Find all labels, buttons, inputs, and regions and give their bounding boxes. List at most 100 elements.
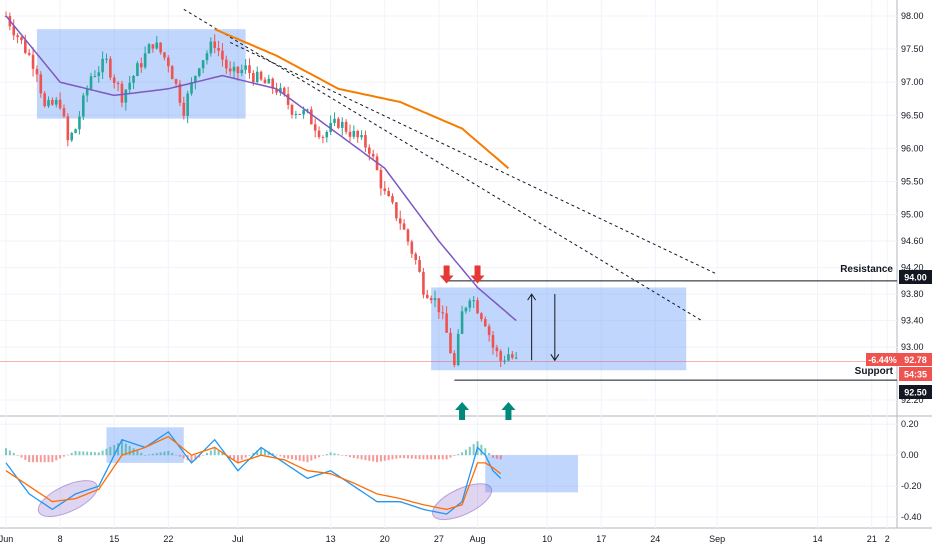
time-axis[interactable]: Jun 8 15 22 Jul 13 20 27 Aug 10 17 24 Sep 14 21 2 [0,534,890,544]
osc-histogram-bar [43,455,46,463]
candle-body [453,353,456,366]
change-badge-text: -6.44% [868,355,897,365]
signal-arrow-green-3 [501,402,516,421]
candle-body [344,121,348,132]
candle-body [39,74,43,94]
support-label: Support [855,366,894,377]
osc-histogram-bar [8,450,11,456]
candle-body [240,69,244,74]
osc-histogram-bar [499,455,502,460]
osc-histogram-bar [275,454,278,456]
osc-histogram-bar [248,455,251,456]
osc-histogram-bar [190,455,193,463]
osc-histogram-bar [372,455,375,462]
osc-histogram-bar [464,449,467,456]
osc-histogram-bar [209,450,212,456]
resistance-badge-text: 94.00 [904,273,927,283]
candle-body [460,311,464,334]
osc-histogram-bar [167,451,170,456]
candle-body [294,113,298,115]
candle-body [290,104,294,115]
candle-body [464,307,468,312]
candle-body [89,76,93,89]
candle-body [205,53,209,61]
osc-histogram-bar [260,448,263,456]
osc-histogram-bar [194,455,197,460]
candle-body [429,298,433,301]
osc-histogram-bar [105,448,108,456]
candle-body [93,76,97,78]
osc-histogram-bar [20,455,23,458]
price-tick-label-1: 97.50 [901,44,924,54]
last-price-badge [899,353,932,366]
osc-histogram-bar [364,455,367,461]
osc-histogram-bar [221,452,224,456]
osc-histogram-bar [484,448,487,456]
osc-histogram-bar [391,455,394,460]
osc-histogram-bar [418,455,421,460]
candle-body [387,191,390,197]
time-tick-label-2: 15 [109,534,119,544]
candle-body [201,60,205,69]
osc-histogram-bar [148,454,151,456]
countdown-badge [899,367,932,381]
candle-body [271,78,274,89]
osc-histogram-bar [66,454,69,456]
candle-body [236,66,240,74]
price-pane[interactable] [0,8,897,421]
candle-body [109,58,112,78]
candle-body [225,59,228,69]
osc-histogram-bar [12,452,15,456]
candle-body [194,75,197,83]
candle-body [186,93,189,116]
osc-histogram-bar [175,454,178,456]
osc-histogram-bar [333,453,336,456]
candle-body [252,73,255,83]
osc-histogram-bar [182,455,185,459]
osc-tick-label-2: -0.20 [901,481,922,491]
time-tick-label-3: 22 [163,534,173,544]
oscillator-pane[interactable] [5,427,579,527]
candle-body [213,41,217,48]
osc-histogram-bar [368,455,371,461]
price-tick-label-3: 96.50 [901,110,924,120]
candle-body [74,129,77,133]
price-tick-label-2: 97.00 [901,77,924,87]
osc-histogram-bar [360,455,363,460]
price-axis[interactable]: 98.00 97.50 97.00 96.50 96.00 95.50 95.00 94.60… [901,11,924,405]
osc-histogram-bar [298,455,301,461]
candle-body [116,83,120,85]
signal-line [5,435,502,511]
osc-histogram-bar [151,453,154,456]
grid [0,0,932,529]
candle-body [124,89,128,103]
oscillator-axis[interactable]: 0.20 0.00 -0.20 -0.40 [901,419,922,522]
resistance-badge [899,270,932,284]
trendline-0 [183,8,702,322]
support-badge-text: 92.50 [904,388,927,398]
osc-histogram-bar [144,455,147,456]
osc-histogram-bar [178,455,181,457]
osc-histogram-bar [291,455,294,460]
time-tick-label-4: Jul [232,534,244,544]
candle-body [139,63,143,68]
candle-body [298,113,302,115]
osc-histogram-bar [283,455,286,458]
candle-body [507,354,510,361]
resistance-label: Resistance [840,264,893,275]
candle-body [97,72,101,77]
change-badge [866,353,899,366]
candle-body [302,110,305,115]
time-tick-label-10: 17 [596,534,606,544]
candle-body [66,116,70,141]
candle-body [182,102,186,116]
osc-histogram-bar [213,448,216,456]
osc-histogram-bar [28,455,31,463]
time-tick-label-6: 20 [380,534,390,544]
candle-body [456,333,460,366]
osc-histogram-bar [117,443,120,456]
osc-histogram-bar [256,450,259,456]
candle-body [468,300,472,308]
osc-histogram-bar [24,455,27,460]
osc-histogram-bar [136,450,139,456]
